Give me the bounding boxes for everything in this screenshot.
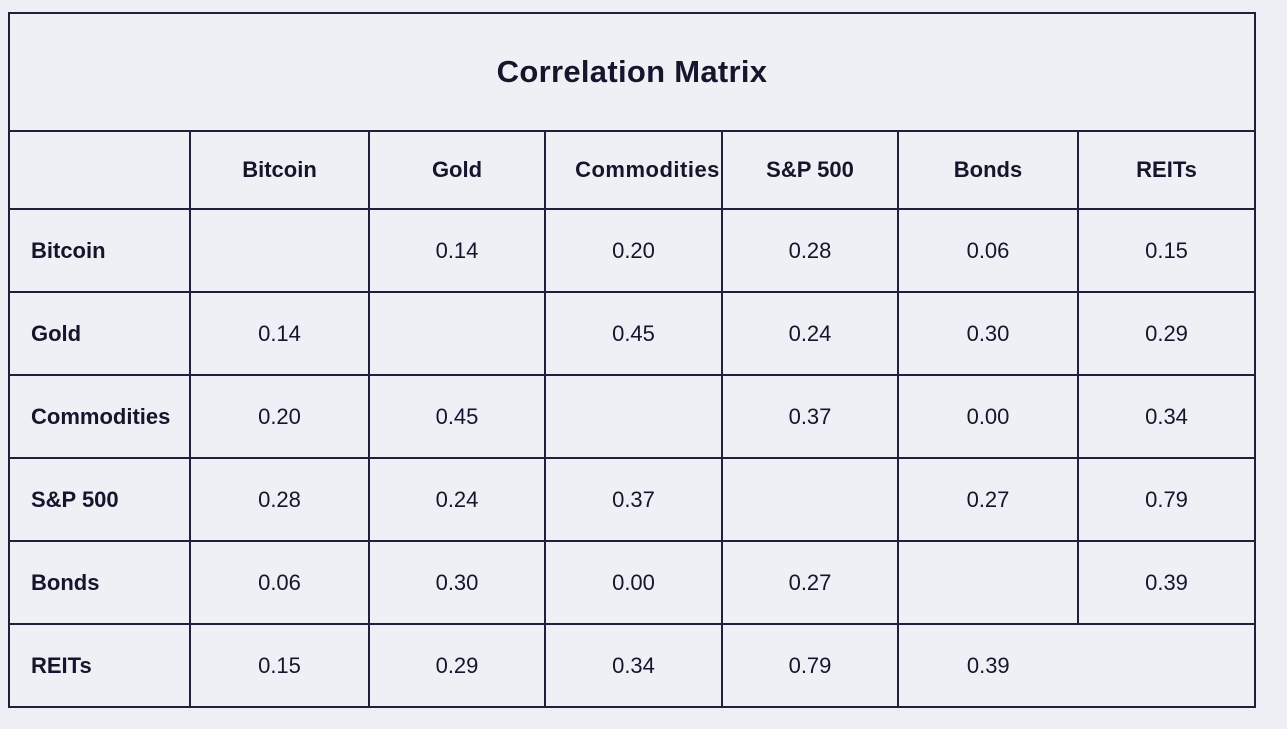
- row-reits: REITs 0.15 0.29 0.34 0.79 0.39: [8, 623, 1257, 708]
- matrix-cell-gold-bonds: 0.30: [897, 291, 1079, 376]
- matrix-cell-commodities-commodities: [544, 374, 723, 459]
- column-header-gold: Gold: [368, 130, 546, 210]
- matrix-cell-bitcoin-sp500: 0.28: [721, 208, 899, 293]
- matrix-cell-bonds-bitcoin: 0.06: [189, 540, 370, 625]
- column-header-commodities: Commodities: [544, 130, 723, 210]
- row-gold: Gold 0.14 0.45 0.24 0.30 0.29: [8, 291, 1257, 376]
- matrix-cell-bonds-bonds: [897, 540, 1079, 625]
- matrix-cell-gold-commodities: 0.45: [544, 291, 723, 376]
- row-bonds: Bonds 0.06 0.30 0.00 0.27 0.39: [8, 540, 1257, 625]
- header-row: Bitcoin Gold Commodities S&P 500 Bonds R…: [8, 130, 1257, 210]
- chart-title: Correlation Matrix: [7, 12, 1257, 132]
- matrix-cell-commodities-gold: 0.45: [368, 374, 546, 459]
- matrix-cell-reits-gold: 0.29: [368, 623, 546, 708]
- column-header-bonds: Bonds: [897, 130, 1079, 210]
- row-label-sp500: S&P 500: [8, 457, 191, 542]
- matrix-cell-bonds-sp500: 0.27: [721, 540, 899, 625]
- matrix-cell-bonds-reits: 0.39: [1076, 540, 1257, 625]
- corner-cell: [8, 130, 191, 210]
- matrix-cell-sp500-bitcoin: 0.28: [189, 457, 370, 542]
- matrix-cell-gold-sp500: 0.24: [721, 291, 899, 376]
- matrix-cell-commodities-sp500: 0.37: [721, 374, 899, 459]
- matrix-cell-sp500-sp500: [721, 457, 899, 542]
- matrix-cell-gold-gold: [368, 291, 546, 376]
- row-commodities: Commodities 0.20 0.45 0.37 0.00 0.34: [8, 374, 1257, 459]
- matrix-cell-reits-bitcoin: 0.15: [189, 623, 370, 708]
- matrix-cell-sp500-gold: 0.24: [368, 457, 546, 542]
- matrix-cell-bitcoin-reits: 0.15: [1076, 208, 1257, 293]
- matrix-cell-bonds-commodities: 0.00: [544, 540, 723, 625]
- row-bitcoin: Bitcoin 0.14 0.20 0.28 0.06 0.15: [8, 208, 1257, 293]
- matrix-cell-commodities-bonds: 0.00: [897, 374, 1079, 459]
- row-label-bonds: Bonds: [8, 540, 191, 625]
- matrix-cell-sp500-bonds: 0.27: [897, 457, 1079, 542]
- matrix-cell-bonds-gold: 0.30: [368, 540, 546, 625]
- column-header-reits: REITs: [1076, 130, 1257, 210]
- column-header-commodities-label: Commodities: [575, 157, 720, 182]
- matrix-cell-gold-bitcoin: 0.14: [189, 291, 370, 376]
- matrix-cell-commodities-bitcoin: 0.20: [189, 374, 370, 459]
- matrix-cell-bitcoin-bitcoin: [189, 208, 370, 293]
- row-label-bitcoin: Bitcoin: [8, 208, 191, 293]
- correlation-matrix-table: Correlation Matrix Bitcoin Gold Commodit…: [7, 12, 1257, 708]
- row-label-reits: REITs: [8, 623, 191, 708]
- matrix-cell-reits-bonds-value: 0.39: [966, 652, 1010, 678]
- matrix-cell-commodities-reits: 0.34: [1076, 374, 1257, 459]
- matrix-cell-reits-bonds-merged: 0.39: [896, 623, 1257, 708]
- title-row: Correlation Matrix: [7, 12, 1257, 132]
- matrix-cell-bitcoin-gold: 0.14: [368, 208, 546, 293]
- matrix-cell-bitcoin-bonds: 0.06: [897, 208, 1079, 293]
- matrix-cell-bitcoin-commodities: 0.20: [544, 208, 723, 293]
- row-label-commodities: Commodities: [8, 374, 191, 459]
- matrix-cell-reits-sp500: 0.79: [721, 623, 899, 708]
- matrix-cell-sp500-commodities: 0.37: [544, 457, 723, 542]
- column-header-sp500: S&P 500: [721, 130, 899, 210]
- column-header-bitcoin: Bitcoin: [189, 130, 370, 210]
- matrix-cell-gold-reits: 0.29: [1076, 291, 1257, 376]
- matrix-cell-sp500-reits: 0.79: [1076, 457, 1257, 542]
- row-label-gold: Gold: [8, 291, 191, 376]
- matrix-cell-reits-commodities: 0.34: [544, 623, 723, 708]
- row-sp500: S&P 500 0.28 0.24 0.37 0.27 0.79: [8, 457, 1257, 542]
